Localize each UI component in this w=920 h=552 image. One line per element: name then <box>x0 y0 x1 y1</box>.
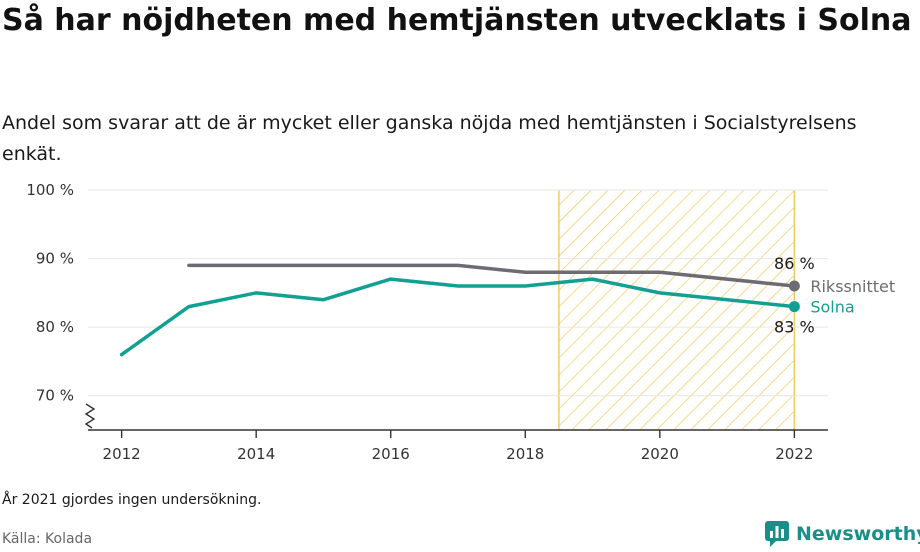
y-tick-label: 90 % <box>36 250 74 268</box>
y-tick-label: 100 % <box>26 181 74 199</box>
x-tick-label: 2012 <box>103 445 141 463</box>
x-tick-label: 2020 <box>641 445 679 463</box>
chart-bubble-icon <box>765 521 789 547</box>
chart-subtitle: Andel som svarar att de är mycket eller … <box>2 112 857 165</box>
newsworthy-logo: Newsworthy <box>764 520 920 548</box>
series-name-label: Rikssnittet <box>810 277 895 296</box>
y-axis-ticks: 70 % 80 % 90 % 100 % <box>26 181 74 405</box>
highlight-hatch <box>558 190 795 430</box>
axis-break-icon <box>84 403 96 429</box>
series-end-point <box>788 280 800 292</box>
source-note: Källa: Kolada <box>2 531 93 547</box>
x-axis: 2012 2014 2016 2018 2020 2022 <box>84 403 828 463</box>
footnote: År 2021 gjordes ingen undersökning. <box>2 492 262 508</box>
highlight-period <box>558 190 796 430</box>
x-tick-label: 2016 <box>372 445 410 463</box>
gridlines <box>88 189 828 397</box>
line-chart: 70 %80 %90 %100 % 2012 2014 2016 2018 2020 20… <box>26 181 895 463</box>
y-tick-label: 80 % <box>36 318 74 336</box>
series-line-rikssnittet <box>187 263 797 288</box>
series-value-label: 86 % <box>774 254 815 273</box>
chart-title: Så har nöjdheten med hemtjänsten utveckl… <box>2 3 912 38</box>
series-group <box>119 263 800 357</box>
x-tick-label: 2014 <box>237 445 275 463</box>
x-tick-label: 2018 <box>506 445 544 463</box>
y-tick-label: 70 % <box>36 387 74 405</box>
logo-text: Newsworthy <box>796 523 920 545</box>
series-line-solna <box>119 277 797 357</box>
x-tick-label: 2022 <box>775 445 813 463</box>
series-end-point <box>788 301 800 313</box>
series-name-label: Solna <box>810 298 854 317</box>
series-value-label: 83 % <box>774 318 815 337</box>
